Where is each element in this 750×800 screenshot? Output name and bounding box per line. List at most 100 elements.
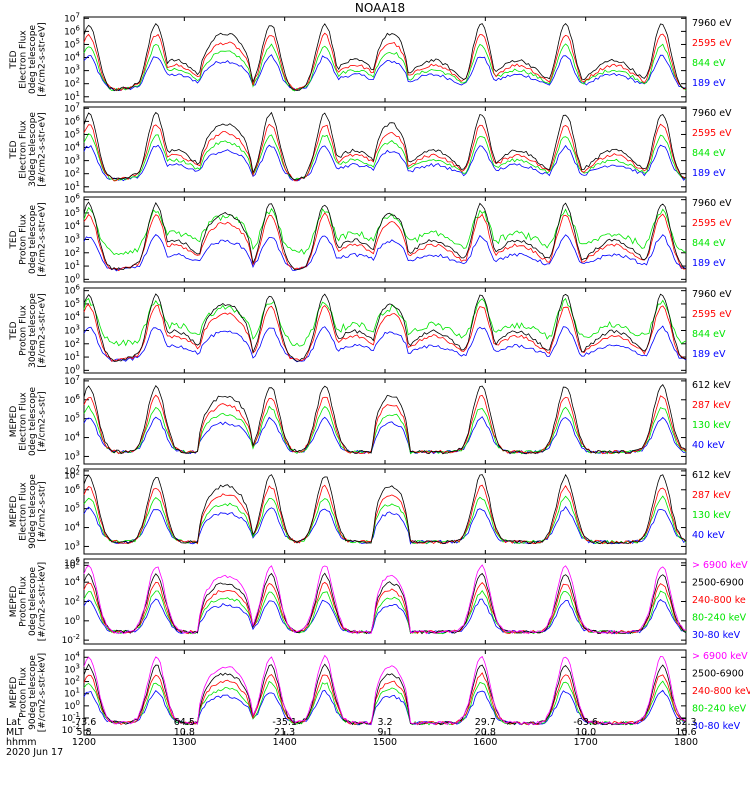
legend-entry: 7960 eV: [692, 108, 732, 119]
legend-entry: 7960 eV: [692, 18, 732, 29]
legend-entry: 189 eV: [692, 258, 726, 269]
series-line: [83, 23, 687, 91]
x-row-label: MLT: [6, 727, 24, 738]
y-tick-label: 107: [64, 11, 80, 24]
y-tick-label: 10-2: [62, 723, 80, 736]
x-tick-label-lat: 29.7: [475, 717, 496, 728]
y-axis-label: TEDElectron Flux0deg telescope[#/cm2-s-s…: [9, 22, 48, 97]
legend-entry: 2595 eV: [692, 38, 732, 49]
series-line: [83, 234, 687, 272]
y-tick-label: 105: [64, 412, 80, 425]
legend-entry: 80-240 keV: [692, 613, 747, 624]
y-tick-label: 107: [64, 374, 80, 387]
y-tick-label: 104: [64, 575, 80, 588]
y-tick-label: 105: [64, 502, 80, 515]
series-line: [83, 133, 687, 182]
y-tick-label: 10-1: [62, 711, 80, 724]
y-tick-label: 103: [64, 154, 80, 167]
legend-entry: 80-240 keV: [692, 704, 747, 715]
legend-entry: 240-800 ke: [692, 595, 746, 606]
y-axis-label: MEPEDElectron Flux90deg telescope[#/cm2-…: [9, 474, 48, 549]
x-row-label: 2020 Jun 17: [6, 747, 63, 758]
legend-entry: 240-800 keV: [692, 686, 750, 697]
x-tick-label-mlt: 5.8: [76, 727, 91, 738]
series-line: [83, 212, 687, 272]
y-tick-label: 104: [64, 431, 80, 444]
legend-entry: 287 keV: [692, 400, 731, 411]
y-tick-label: 104: [64, 521, 80, 534]
y-tick-label: 101: [64, 687, 80, 700]
y-tick-label: 103: [64, 233, 80, 246]
y-tick-label: 107: [64, 101, 80, 114]
x-tick-label-mlt: 21.3: [274, 727, 295, 738]
panel-6: 102 103 104 105 106 107 MEPEDElectron Flux90de…: [9, 464, 731, 571]
series-line: [83, 206, 687, 255]
legend-entry: 844 eV: [692, 58, 726, 69]
y-tick-label: 102: [64, 77, 80, 90]
x-tick-label-hhmm: 1600: [473, 737, 497, 748]
panel-frame: [83, 16, 687, 103]
y-tick-label: 104: [64, 219, 80, 232]
series-line: [83, 111, 687, 181]
series-line: [83, 384, 687, 455]
x-tick-label-mlt: 10.6: [675, 727, 696, 738]
legend-entry: 189 eV: [692, 349, 726, 360]
series-line: [83, 473, 687, 545]
y-tick-label: 102: [64, 675, 80, 688]
y-tick-label: 106: [64, 483, 80, 496]
y-axis-label: TEDProton Flux0deg telescope[#/cm2-s-str…: [9, 202, 48, 277]
legend-entry: 40 keV: [692, 530, 725, 541]
x-tick-label-mlt: 20.8: [475, 727, 496, 738]
y-tick-label: 106: [64, 114, 80, 127]
x-tick-label-hhmm: 1200: [72, 737, 96, 748]
y-tick-label: 104: [64, 51, 80, 64]
y-tick-label: 103: [64, 449, 80, 462]
legend-entry: 844 eV: [692, 238, 726, 249]
y-axis-label: MEPEDElectron Flux0deg telescope[#/cm2-s…: [9, 387, 48, 457]
y-tick-label: 100: [64, 272, 80, 285]
legend-entry: 2595 eV: [692, 128, 732, 139]
series-line: [83, 293, 687, 362]
x-row-label: hhmm: [6, 737, 37, 748]
y-tick-label: 103: [64, 64, 80, 77]
legend-entry: 287 keV: [692, 490, 731, 501]
y-tick-label: 102: [64, 246, 80, 259]
legend-entry: 2500-6900: [692, 669, 744, 680]
y-tick-label: 106: [64, 393, 80, 406]
series-line: [83, 394, 687, 455]
panel-5: 102 103 104 105 106 107 MEPEDElectron Flux0deg…: [9, 374, 731, 481]
panel-frame: [83, 106, 687, 193]
y-tick-label: 10-2: [62, 633, 80, 646]
legend-entry: 844 eV: [692, 148, 726, 159]
y-tick-label: 107: [64, 464, 80, 477]
series-line: [83, 564, 687, 635]
x-tick-label-lat: 3.2: [377, 717, 392, 728]
y-tick-label: 100: [64, 363, 80, 376]
y-tick-label: 105: [64, 37, 80, 50]
legend-entry: 2595 eV: [692, 309, 732, 320]
series-line: [83, 201, 687, 271]
y-tick-label: 102: [64, 558, 80, 571]
y-axis-label: TEDProton Flux30deg telescope[#/cm2-s-st…: [9, 293, 48, 368]
y-tick-label: 106: [64, 193, 80, 206]
x-tick-label-hhmm: 1400: [273, 737, 297, 748]
series-line: [83, 32, 687, 92]
series-line: [83, 297, 687, 347]
y-tick-label: 106: [64, 24, 80, 37]
series-line: [83, 43, 687, 92]
x-tick-label-mlt: 10.8: [174, 727, 195, 738]
series-line: [83, 589, 687, 635]
legend-entry: > 6900 keV: [692, 651, 748, 662]
legend-entry: > 6900 keV: [692, 560, 748, 571]
legend-entry: 130 keV: [692, 510, 731, 521]
y-tick-label: 104: [64, 141, 80, 154]
y-tick-label: 106: [64, 284, 80, 297]
series-line: [83, 484, 687, 545]
y-tick-label: 100: [64, 614, 80, 627]
x-tick-label-lat: 82.3: [675, 717, 696, 728]
